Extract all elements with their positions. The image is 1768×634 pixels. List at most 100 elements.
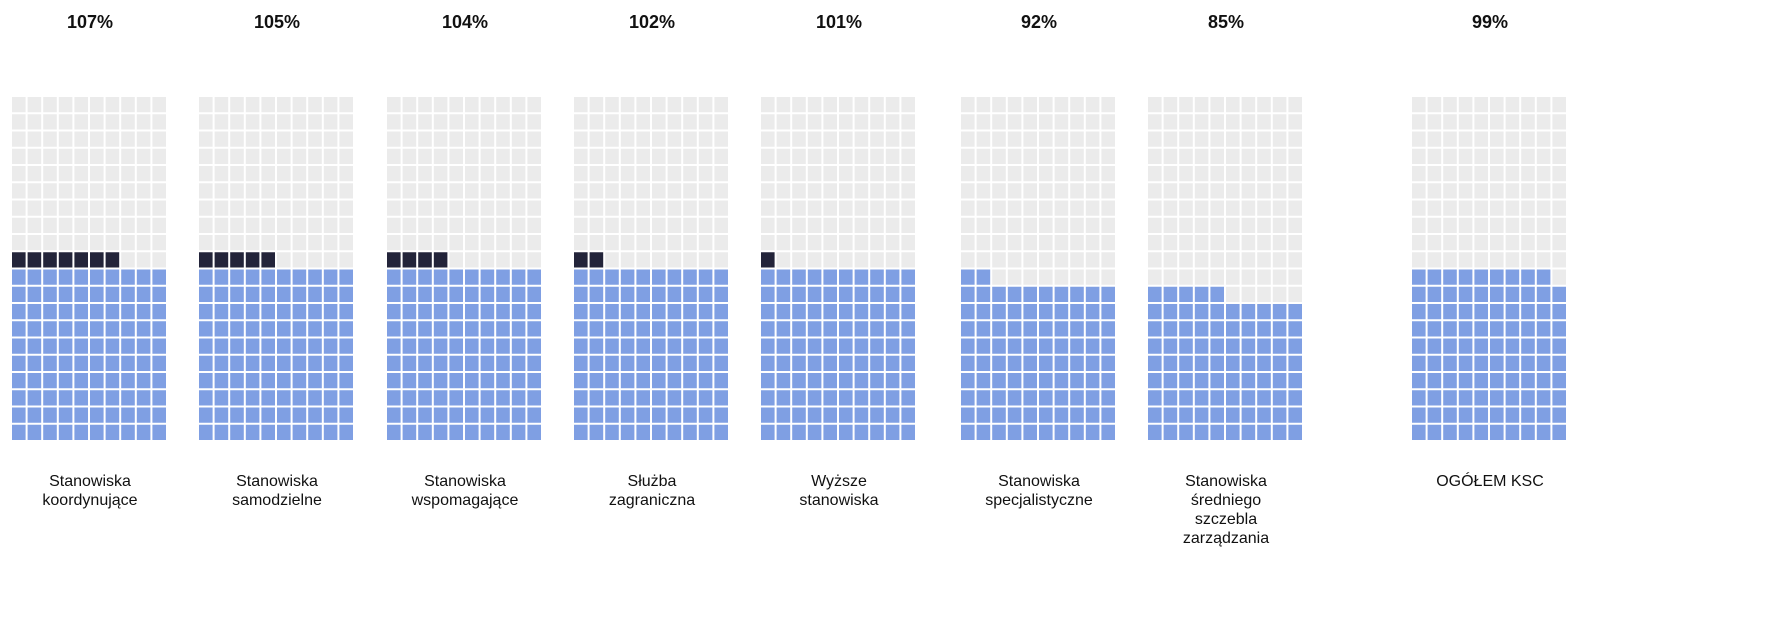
waffle-cell bbox=[1474, 269, 1488, 285]
waffle-cell bbox=[449, 390, 463, 406]
waffle-cell bbox=[480, 304, 495, 320]
waffle-cell bbox=[1412, 252, 1426, 268]
waffle-cell bbox=[1023, 269, 1037, 285]
waffle-cell bbox=[199, 252, 213, 268]
waffle-cell bbox=[43, 97, 57, 113]
waffle-cell bbox=[1257, 97, 1271, 113]
waffle-cell bbox=[230, 373, 244, 389]
waffle-cell bbox=[261, 148, 275, 164]
waffle-cell bbox=[402, 252, 417, 268]
waffle-cell bbox=[511, 355, 526, 371]
waffle-cell bbox=[761, 252, 775, 268]
waffle-cell bbox=[1412, 200, 1426, 216]
waffle-cell bbox=[885, 321, 900, 337]
waffle-cell bbox=[136, 373, 151, 389]
waffle-cell bbox=[1054, 114, 1069, 130]
waffle-cell bbox=[465, 269, 479, 285]
waffle-cell bbox=[1458, 252, 1473, 268]
waffle-cell bbox=[245, 200, 260, 216]
waffle-cell bbox=[27, 183, 42, 199]
waffle-cell bbox=[58, 166, 73, 182]
waffle-cell bbox=[1039, 373, 1053, 389]
waffle-cell bbox=[574, 148, 588, 164]
waffle-cell bbox=[854, 235, 869, 251]
waffle-cell bbox=[152, 390, 166, 406]
waffle-cell bbox=[1257, 269, 1271, 285]
waffle-cell bbox=[1039, 200, 1053, 216]
waffle-cell bbox=[1490, 252, 1504, 268]
waffle-cell bbox=[1054, 235, 1069, 251]
waffle-cell bbox=[683, 97, 697, 113]
waffle-cell bbox=[418, 304, 432, 320]
waffle-cell bbox=[339, 217, 353, 233]
waffle-cell bbox=[1536, 424, 1551, 440]
waffle-cell bbox=[121, 373, 135, 389]
waffle-cell bbox=[901, 217, 915, 233]
waffle-cell bbox=[1536, 217, 1551, 233]
waffle-cell bbox=[1257, 166, 1271, 182]
waffle-cell bbox=[961, 131, 975, 147]
waffle-cell bbox=[1458, 390, 1473, 406]
waffle-cell bbox=[574, 286, 588, 302]
waffle-cell bbox=[121, 148, 135, 164]
waffle-cell bbox=[277, 373, 291, 389]
waffle-cell bbox=[1288, 373, 1302, 389]
waffle-cell bbox=[589, 114, 604, 130]
waffle-cell bbox=[230, 235, 244, 251]
waffle-cell bbox=[308, 355, 322, 371]
waffle-cell bbox=[1085, 407, 1100, 423]
waffle-cell bbox=[1085, 355, 1100, 371]
waffle-cell bbox=[1257, 217, 1271, 233]
waffle-cell bbox=[58, 355, 73, 371]
waffle-cell bbox=[854, 390, 869, 406]
waffle-cell bbox=[1443, 321, 1457, 337]
waffle-cell bbox=[1007, 252, 1022, 268]
waffle-cell bbox=[339, 252, 353, 268]
waffle-cell bbox=[1474, 304, 1488, 320]
waffle-cell bbox=[992, 286, 1006, 302]
waffle-cell bbox=[1521, 200, 1535, 216]
waffle-cell bbox=[714, 114, 728, 130]
waffle-cell bbox=[652, 97, 666, 113]
waffle-cell bbox=[1039, 183, 1053, 199]
waffle-cell bbox=[43, 373, 57, 389]
waffle-cell bbox=[776, 217, 791, 233]
waffle-cell bbox=[199, 183, 213, 199]
waffle-cell bbox=[511, 286, 526, 302]
waffle-cell bbox=[58, 183, 73, 199]
waffle-cell bbox=[714, 373, 728, 389]
waffle-cell bbox=[214, 166, 229, 182]
waffle-cell bbox=[961, 235, 975, 251]
waffle-cell bbox=[308, 252, 322, 268]
waffle-cell bbox=[976, 390, 991, 406]
waffle-cell bbox=[961, 166, 975, 182]
waffle-cell bbox=[1505, 148, 1520, 164]
waffle-cell bbox=[1039, 148, 1053, 164]
waffle-cell bbox=[214, 373, 229, 389]
waffle-cell bbox=[714, 304, 728, 320]
waffle-cell bbox=[605, 131, 619, 147]
waffle-cell bbox=[74, 200, 88, 216]
waffle-cell bbox=[402, 321, 417, 337]
waffle-cell bbox=[714, 390, 728, 406]
waffle-cell bbox=[90, 424, 104, 440]
waffle-cell bbox=[605, 235, 619, 251]
waffle-cell bbox=[961, 183, 975, 199]
waffle-cell bbox=[1039, 252, 1053, 268]
waffle-cell bbox=[199, 390, 213, 406]
waffle-cell bbox=[1288, 338, 1302, 354]
waffle-cell bbox=[12, 200, 26, 216]
waffle-cell bbox=[1505, 252, 1520, 268]
waffle-cell bbox=[1163, 183, 1178, 199]
waffle-cell bbox=[1226, 114, 1240, 130]
waffle-cell bbox=[261, 390, 275, 406]
waffle-cell bbox=[1458, 286, 1473, 302]
waffle-cell bbox=[1039, 131, 1053, 147]
waffle-cell bbox=[620, 183, 635, 199]
waffle-cell bbox=[496, 286, 510, 302]
waffle-cell bbox=[1163, 131, 1178, 147]
waffle-cell bbox=[245, 407, 260, 423]
waffle-cell bbox=[1412, 114, 1426, 130]
waffle-cell bbox=[1007, 217, 1022, 233]
